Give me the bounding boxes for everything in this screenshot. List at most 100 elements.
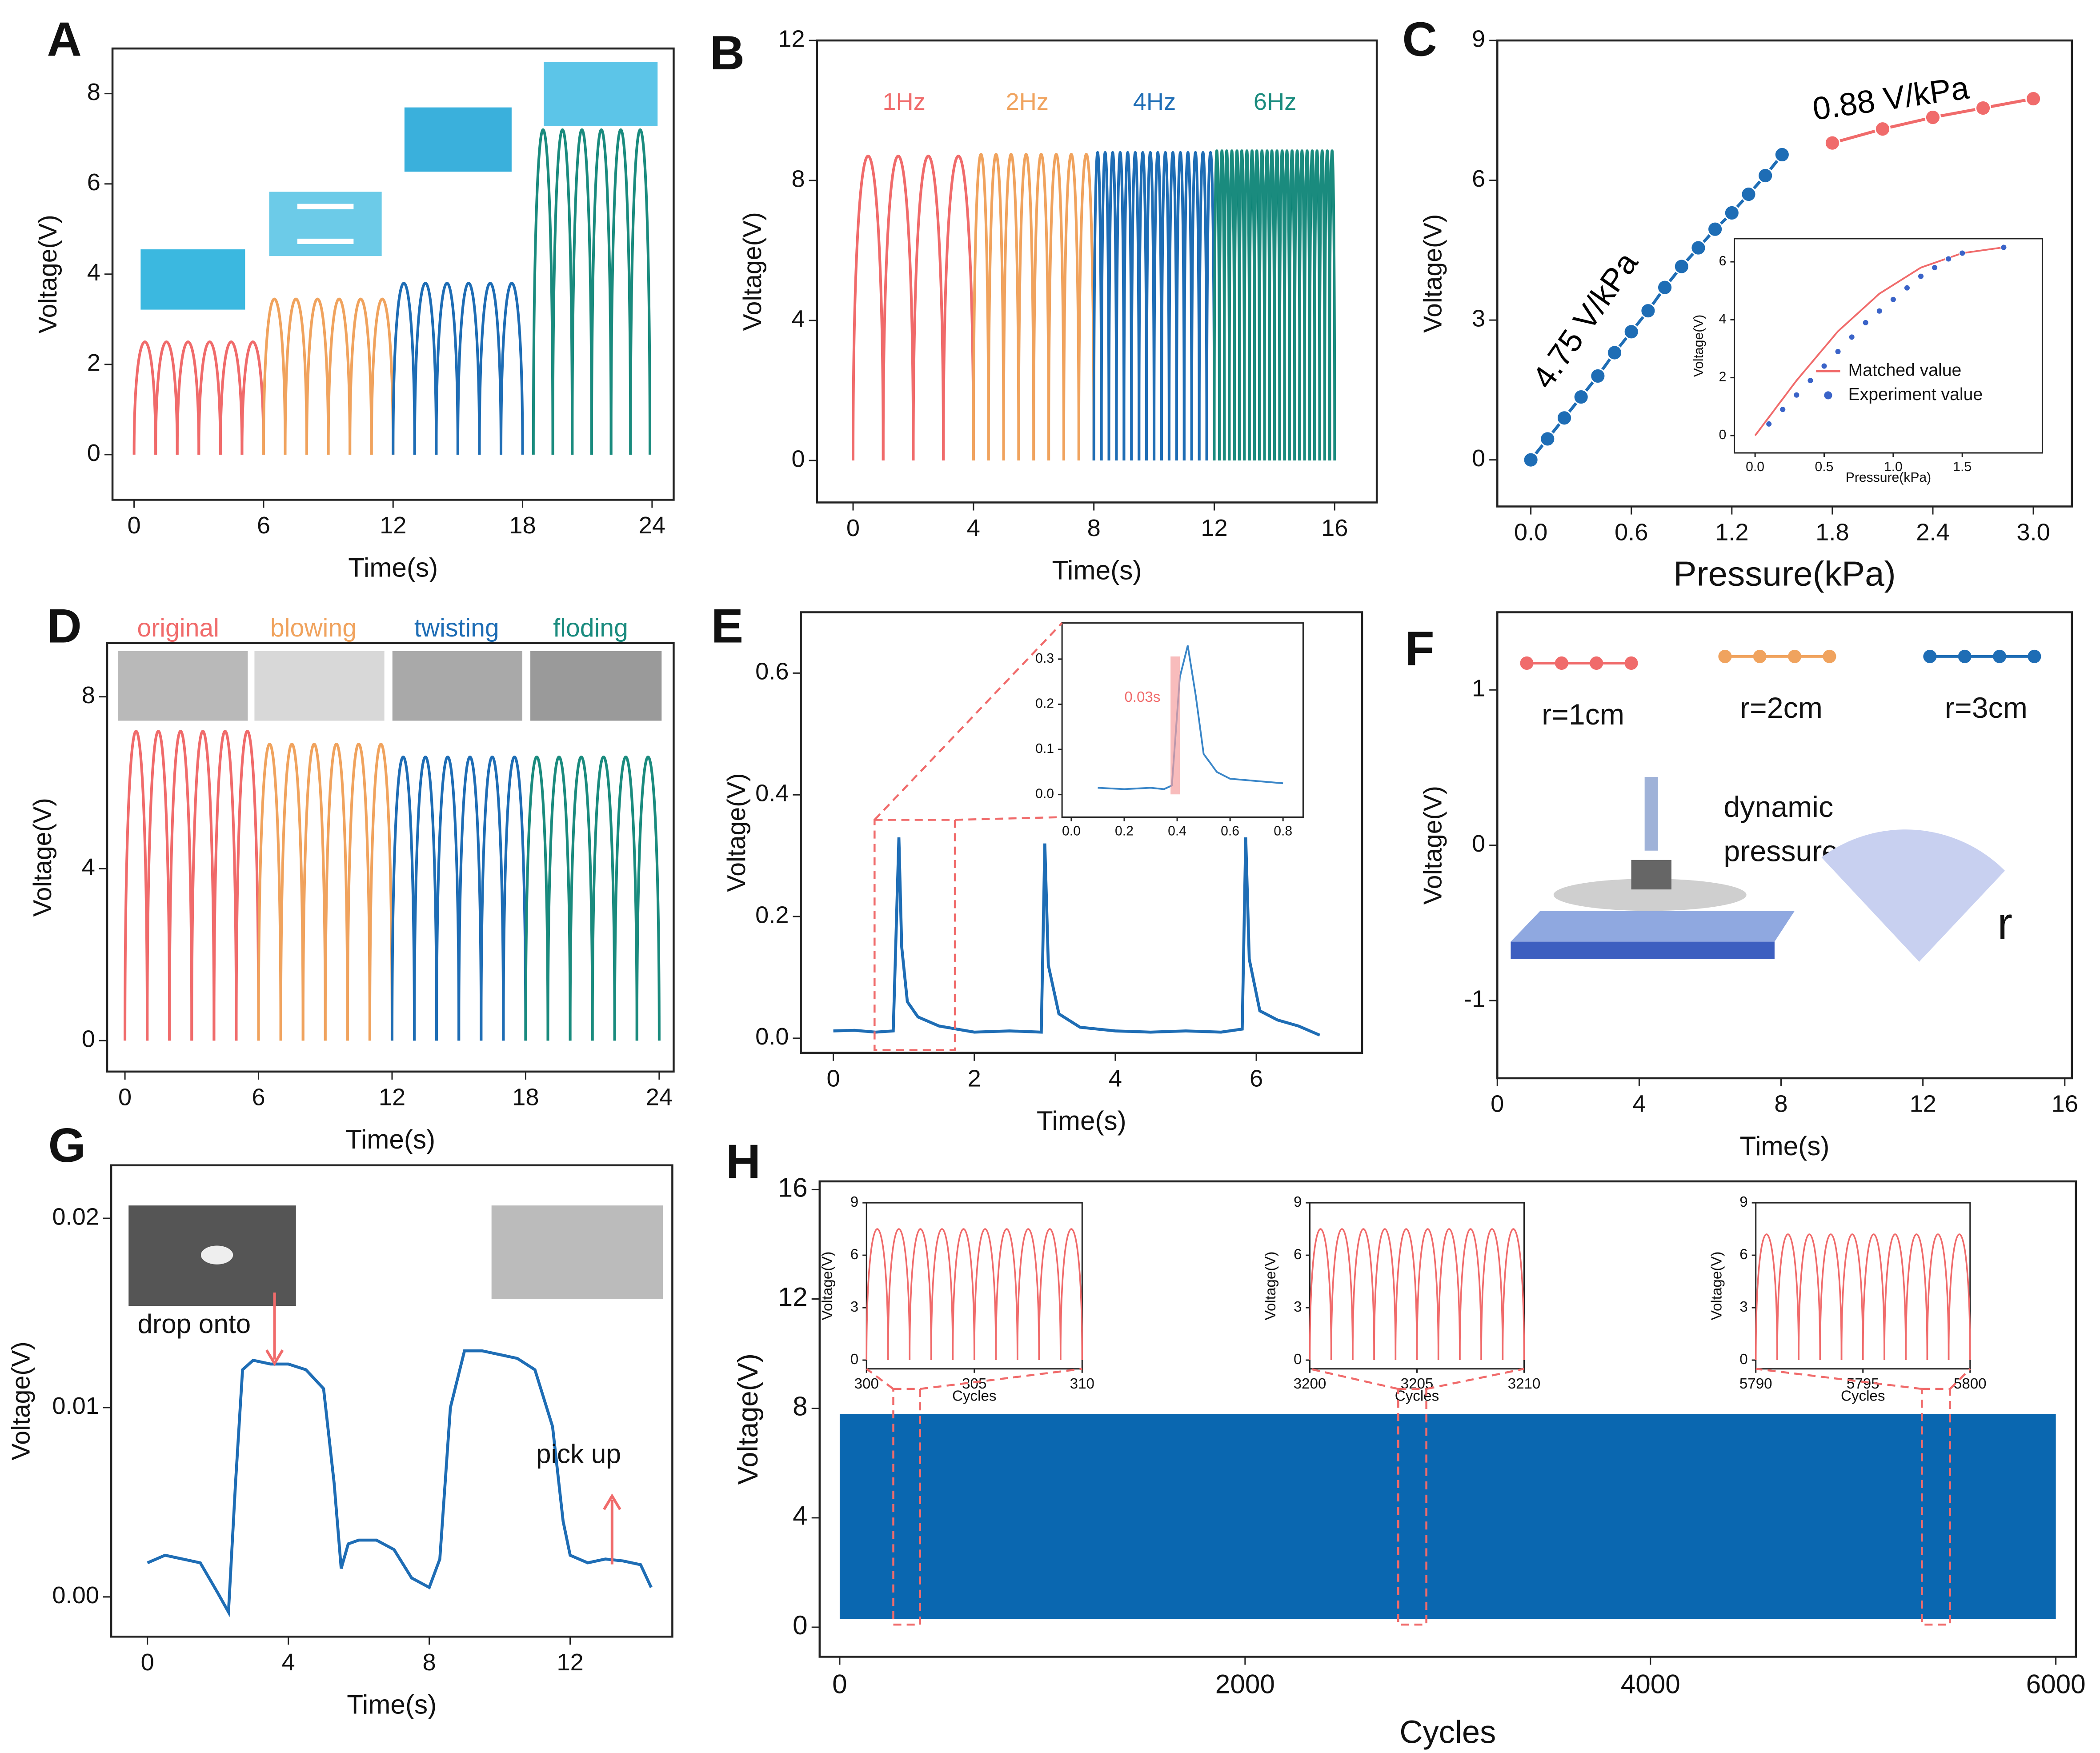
pulse bbox=[168, 730, 193, 1041]
rise-band bbox=[1170, 656, 1180, 795]
pulse bbox=[909, 1228, 932, 1361]
marker bbox=[1975, 100, 1992, 116]
y-tick-label: 1 bbox=[1472, 675, 1485, 702]
zoom-line bbox=[866, 1368, 894, 1390]
x-tick-label: 0.5 bbox=[1815, 460, 1834, 474]
y-tick-label: 8 bbox=[792, 165, 805, 192]
y-axis-label: Voltage(V) bbox=[28, 798, 57, 917]
zoom-box bbox=[1921, 1388, 1951, 1626]
panel-label: E bbox=[711, 599, 743, 652]
legend-label: twisting bbox=[414, 614, 499, 642]
pulse bbox=[257, 743, 282, 1041]
y-tick-label: 0 bbox=[1719, 428, 1727, 442]
panel-label: B bbox=[710, 26, 745, 80]
legend-swatch bbox=[1555, 656, 1568, 670]
pulse bbox=[1062, 152, 1080, 460]
x-tick-label: 0.0 bbox=[1514, 519, 1547, 545]
pulse bbox=[1862, 1233, 1885, 1361]
marker bbox=[1606, 344, 1623, 361]
marker bbox=[1904, 284, 1911, 291]
y-tick-label: 4 bbox=[87, 259, 100, 286]
photo bbox=[254, 651, 385, 721]
substrate bbox=[1511, 911, 1795, 942]
line bbox=[1530, 153, 1783, 461]
x-tick-label: 3200 bbox=[1294, 1376, 1327, 1392]
marker bbox=[1959, 250, 1966, 256]
x-tick-label: 0.6 bbox=[1615, 519, 1648, 545]
photo bbox=[530, 651, 662, 721]
y-tick-label: 6 bbox=[1739, 1246, 1747, 1263]
pulse bbox=[370, 297, 395, 455]
marker bbox=[1779, 406, 1786, 413]
legend-swatch bbox=[1624, 656, 1638, 670]
pulse bbox=[499, 282, 524, 455]
pulse bbox=[1884, 1233, 1907, 1361]
legend-swatch bbox=[1520, 656, 1534, 670]
pulse bbox=[1948, 1233, 1971, 1361]
y-tick-label: 6 bbox=[87, 169, 100, 196]
pulse bbox=[569, 756, 594, 1041]
photo bbox=[392, 651, 522, 721]
zoom-box bbox=[892, 1388, 922, 1626]
pulse bbox=[635, 756, 661, 1041]
pulse bbox=[1016, 1228, 1040, 1361]
pulse bbox=[1416, 1228, 1439, 1361]
legend-swatch bbox=[1788, 649, 1802, 663]
x-tick-label: 12 bbox=[557, 1649, 583, 1676]
arrow-head bbox=[603, 1493, 621, 1510]
x-tick-label: 0.0 bbox=[1062, 824, 1081, 839]
x-tick-label: 0.6 bbox=[1221, 824, 1239, 839]
sample-photo bbox=[544, 62, 658, 126]
pulse bbox=[1459, 1228, 1482, 1361]
marker bbox=[1623, 324, 1639, 340]
x-tick-label: 0 bbox=[846, 515, 860, 541]
y-tick-label: 0.2 bbox=[1035, 696, 1054, 711]
x-tick-label: 0 bbox=[141, 1649, 154, 1676]
y-tick-label: 0.00 bbox=[52, 1582, 99, 1609]
photo bbox=[491, 1205, 663, 1300]
zoom-box bbox=[874, 819, 956, 1051]
pulse bbox=[413, 756, 438, 1041]
legend-swatch bbox=[1824, 391, 1832, 400]
line bbox=[147, 1349, 653, 1617]
marker bbox=[1707, 221, 1723, 237]
x-axis-label: Time(s) bbox=[345, 1124, 435, 1154]
x-tick-label: 4 bbox=[1109, 1065, 1122, 1092]
y-tick-label: 8 bbox=[82, 682, 95, 708]
sample-photo bbox=[269, 192, 382, 256]
x-axis-label: Time(s) bbox=[347, 1689, 437, 1719]
x-tick-label: 18 bbox=[512, 1084, 539, 1111]
pulse bbox=[629, 128, 652, 455]
pulse bbox=[912, 154, 945, 460]
y-tick-label: 0 bbox=[1294, 1351, 1302, 1368]
marker bbox=[1874, 121, 1891, 137]
zoom-line bbox=[874, 622, 1063, 821]
substrate-side bbox=[1511, 941, 1775, 959]
y-axis-label: Voltage(V) bbox=[1419, 786, 1447, 905]
legend-swatch bbox=[1992, 649, 2007, 663]
pulse bbox=[262, 297, 287, 455]
line bbox=[833, 837, 1321, 1037]
x-tick-label: 0.2 bbox=[1115, 824, 1134, 839]
y-tick-label: 9 bbox=[850, 1194, 858, 1210]
marker bbox=[2000, 244, 2007, 251]
y-tick-label: 0 bbox=[1472, 830, 1485, 857]
pulse bbox=[413, 282, 438, 455]
pulse bbox=[305, 297, 330, 455]
pulse bbox=[478, 282, 503, 455]
x-tick-label: 1.2 bbox=[1715, 519, 1748, 545]
legend-swatch bbox=[1823, 649, 1836, 663]
x-tick-label: 24 bbox=[646, 1084, 673, 1111]
marker bbox=[1774, 146, 1790, 163]
marker bbox=[1523, 452, 1539, 468]
y-tick-label: 3 bbox=[1472, 305, 1485, 332]
x-axis-label: Time(s) bbox=[1740, 1131, 1830, 1161]
y-tick-label: 3 bbox=[1294, 1299, 1302, 1315]
y-tick-label: 0.4 bbox=[755, 780, 789, 807]
pulse bbox=[1059, 1228, 1083, 1361]
pulse bbox=[502, 756, 527, 1041]
marker bbox=[1876, 308, 1883, 315]
x-tick-label: 300 bbox=[854, 1376, 879, 1392]
legend-swatch bbox=[1958, 649, 1972, 663]
x-axis-label: Time(s) bbox=[1052, 555, 1142, 585]
